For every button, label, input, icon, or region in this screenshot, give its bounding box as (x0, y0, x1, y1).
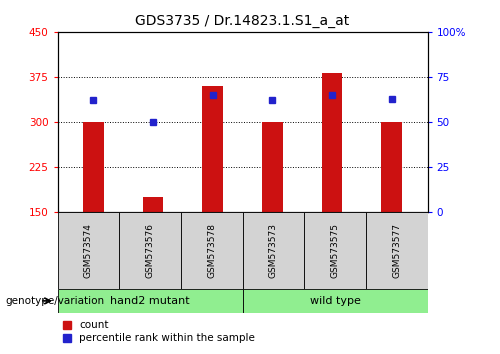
Bar (242, 212, 304, 289)
Text: genotype/variation: genotype/variation (5, 296, 104, 306)
Bar (142, 198, 164, 212)
Bar (58, 289, 242, 313)
Text: GSM573575: GSM573575 (330, 223, 340, 278)
Text: GSM573574: GSM573574 (84, 223, 93, 278)
Bar (304, 212, 366, 289)
Text: GSM573578: GSM573578 (207, 223, 216, 278)
Bar (58, 212, 119, 289)
Title: GDS3735 / Dr.14823.1.S1_a_at: GDS3735 / Dr.14823.1.S1_a_at (136, 14, 350, 28)
Bar (119, 212, 181, 289)
Bar (366, 212, 428, 289)
Bar (322, 73, 342, 212)
Bar (242, 289, 428, 313)
Bar (181, 212, 242, 289)
Legend: count, percentile rank within the sample: count, percentile rank within the sample (62, 320, 256, 343)
Text: GSM573573: GSM573573 (269, 223, 278, 278)
Text: hand2 mutant: hand2 mutant (110, 296, 190, 306)
Bar (83, 122, 104, 212)
Text: GSM573576: GSM573576 (146, 223, 154, 278)
Text: wild type: wild type (310, 296, 360, 306)
Bar (382, 122, 402, 212)
Bar (202, 86, 223, 212)
Text: GSM573577: GSM573577 (392, 223, 401, 278)
Bar (262, 122, 283, 212)
